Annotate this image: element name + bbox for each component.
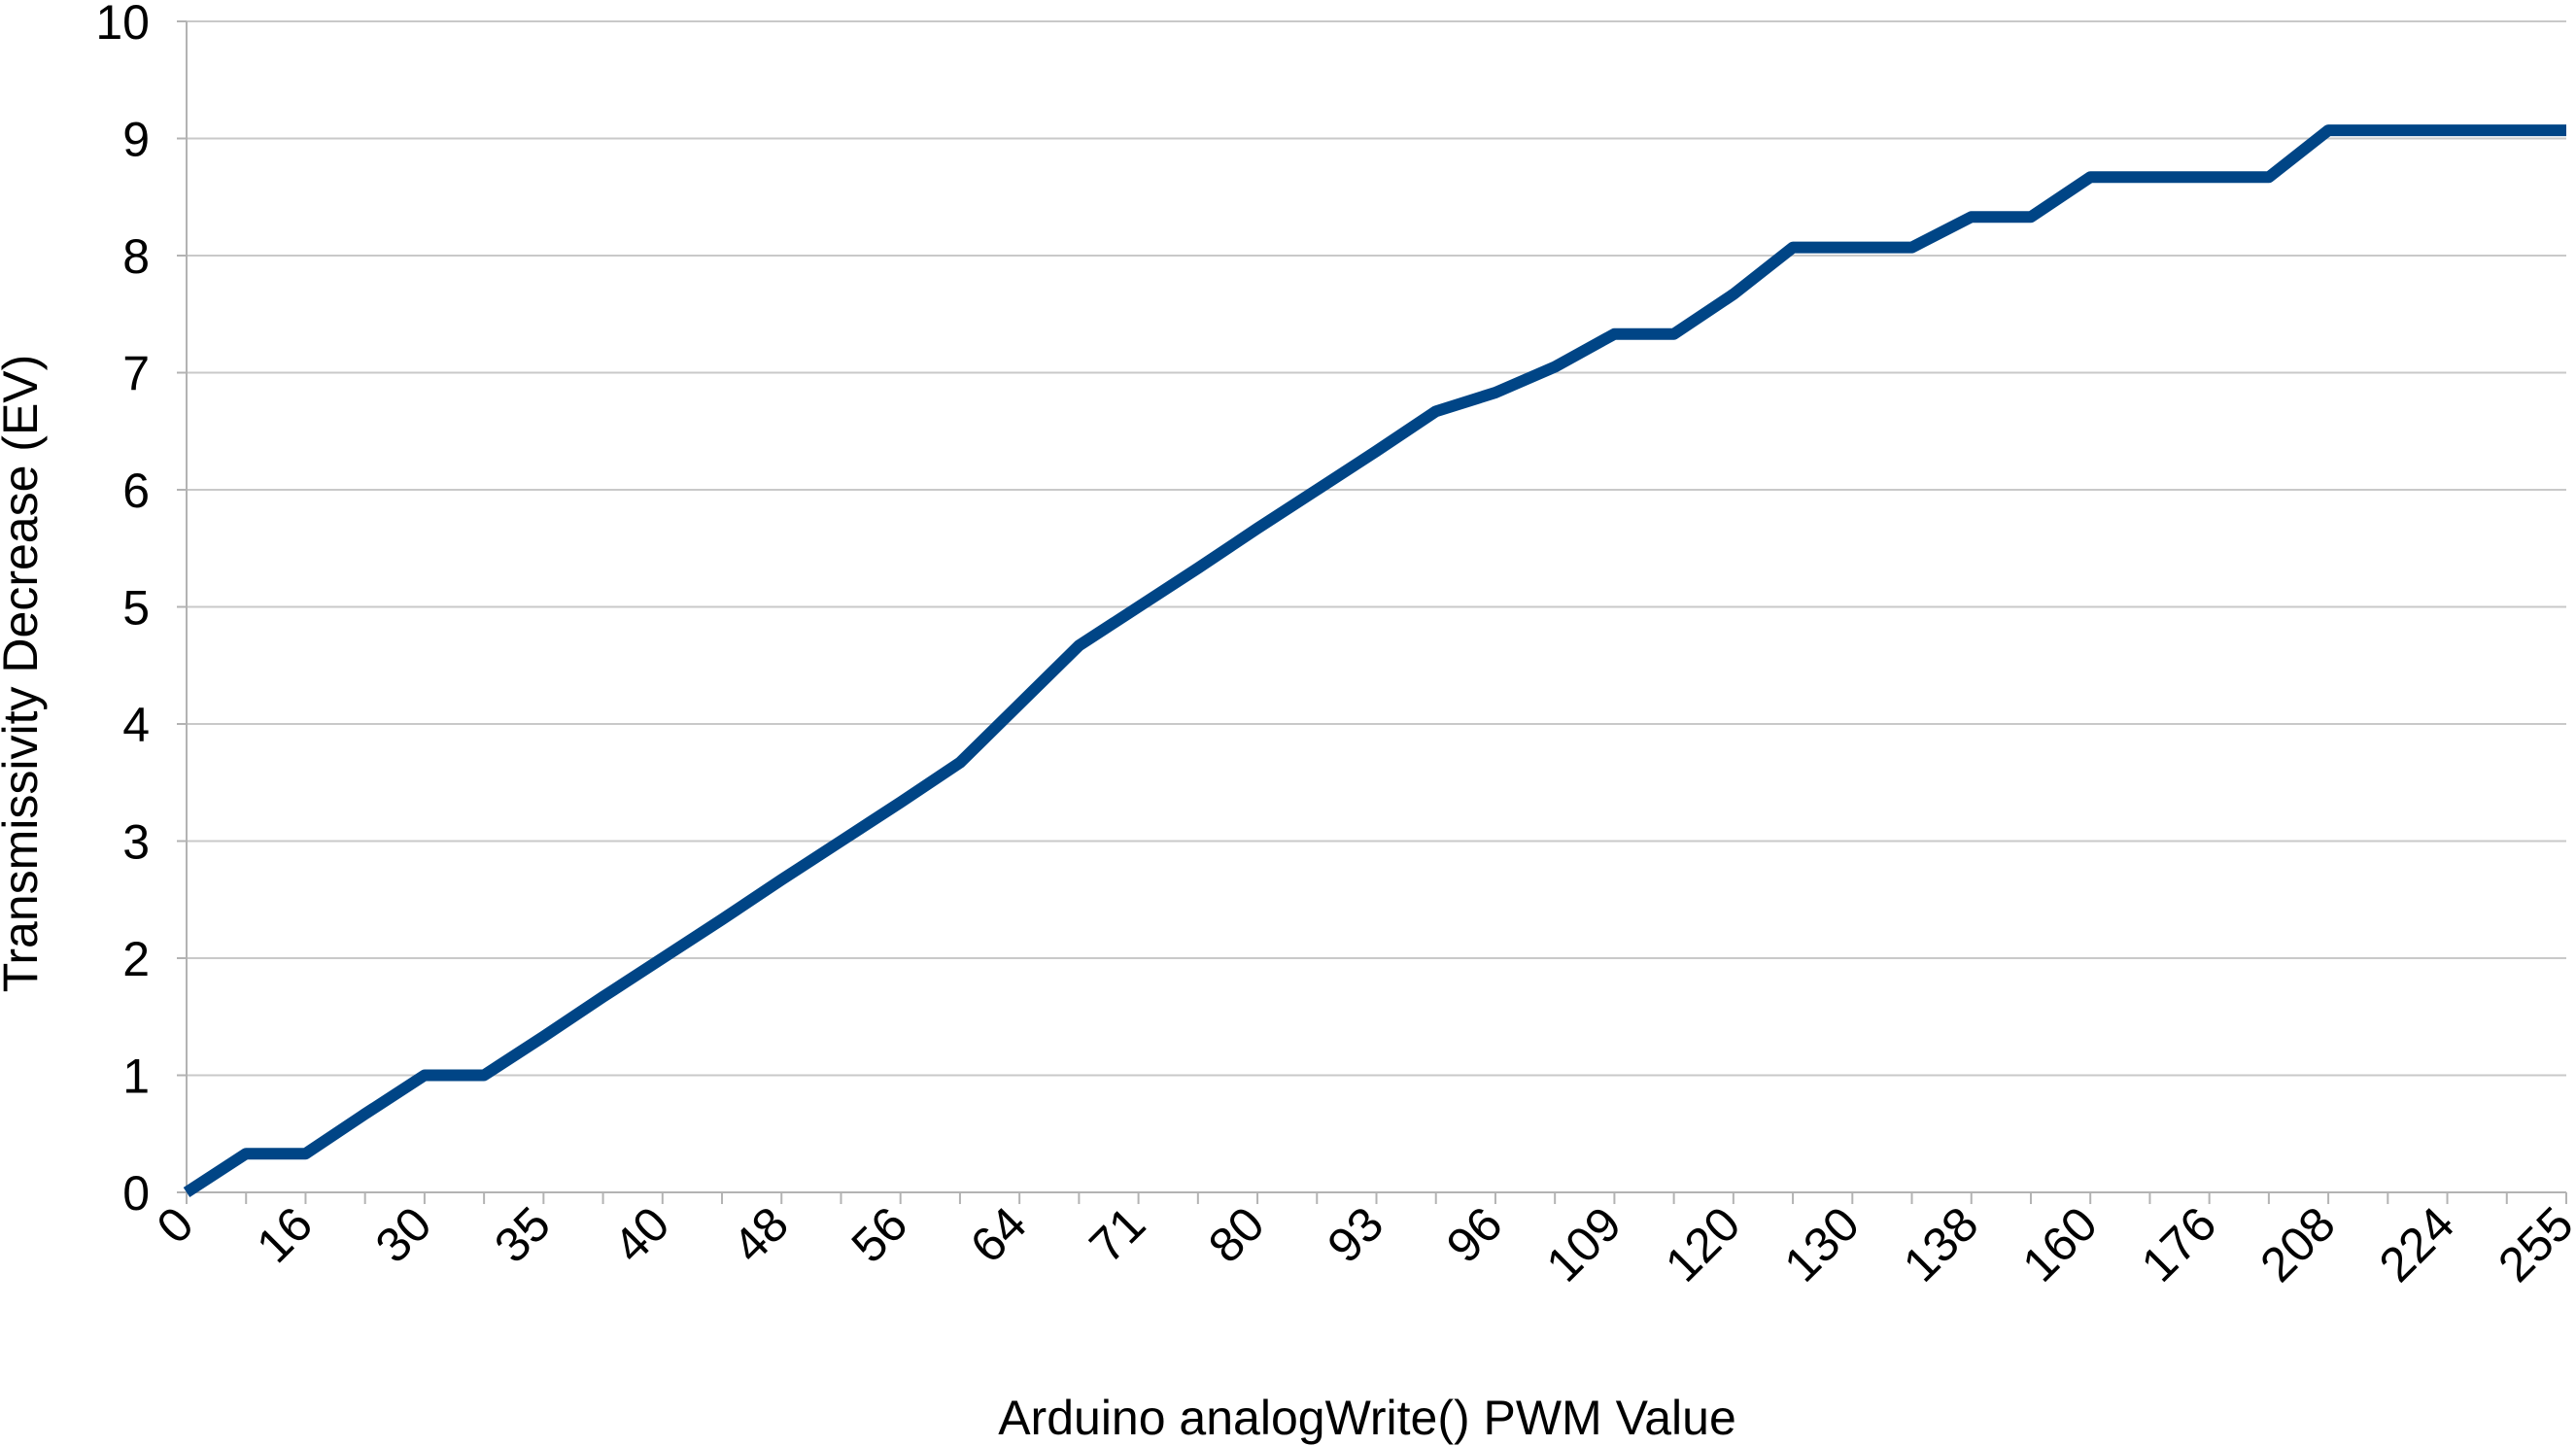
gridlines	[187, 20, 2566, 1077]
x-tick-label: 208	[2250, 1196, 2346, 1292]
y-tick-label: 0	[122, 1166, 150, 1221]
y-tick-label: 3	[122, 815, 150, 870]
y-axis-title: Transmissivity Decrease (EV)	[0, 355, 48, 993]
x-tick-label: 0	[147, 1196, 204, 1254]
axes	[177, 20, 2567, 1204]
x-tick-label: 224	[2369, 1196, 2465, 1292]
x-tick-label: 48	[722, 1196, 799, 1273]
x-tick-label: 160	[2011, 1196, 2108, 1292]
y-tick-label: 2	[122, 932, 150, 986]
y-tick-label: 8	[122, 229, 150, 284]
x-tick-labels: 0 16 30 35 40 48 56 64 71 80 93 96 109 120 130 138 160 17…	[147, 1196, 2576, 1292]
y-tick-label: 5	[122, 581, 150, 636]
y-tick-labels: 0 1 2 3 4 5 6 7 8 9 10	[95, 0, 150, 1221]
x-tick-label: 255	[2488, 1196, 2576, 1292]
x-tick-label: 30	[365, 1196, 442, 1273]
x-tick-label: 96	[1436, 1196, 1513, 1273]
x-tick-label: 120	[1655, 1196, 1751, 1292]
x-tick-label: 138	[1893, 1196, 1989, 1292]
y-tick-label: 10	[95, 0, 150, 50]
y-tick-label: 1	[122, 1050, 150, 1104]
y-tick-label: 9	[122, 113, 150, 167]
x-axis-title: Arduino analogWrite() PWM Value	[998, 1391, 1736, 1445]
x-tick-label: 176	[2131, 1196, 2227, 1292]
y-tick-label: 7	[122, 347, 150, 401]
x-tick-label: 80	[1198, 1196, 1275, 1273]
y-tick-label: 4	[122, 698, 150, 752]
x-tick-label: 16	[246, 1196, 323, 1273]
y-tick-label: 6	[122, 464, 150, 518]
x-tick-label: 64	[960, 1196, 1037, 1273]
series-layer	[183, 124, 2566, 1198]
x-tick-label: 93	[1317, 1196, 1393, 1273]
x-tick-label: 71	[1079, 1196, 1155, 1273]
x-tick-label: 40	[603, 1196, 680, 1273]
x-tick-label: 109	[1536, 1196, 1632, 1292]
x-tick-label: 56	[841, 1196, 918, 1273]
x-tick-label: 35	[484, 1196, 561, 1273]
series-line	[183, 124, 2566, 1198]
x-tick-label: 130	[1773, 1196, 1870, 1292]
